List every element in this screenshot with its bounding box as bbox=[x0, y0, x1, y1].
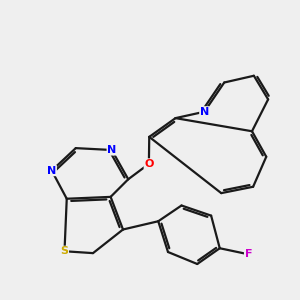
Text: N: N bbox=[200, 107, 209, 117]
Text: N: N bbox=[47, 166, 56, 176]
Text: O: O bbox=[144, 159, 154, 169]
Text: S: S bbox=[61, 246, 68, 256]
Text: F: F bbox=[244, 249, 252, 259]
Text: N: N bbox=[107, 145, 116, 155]
